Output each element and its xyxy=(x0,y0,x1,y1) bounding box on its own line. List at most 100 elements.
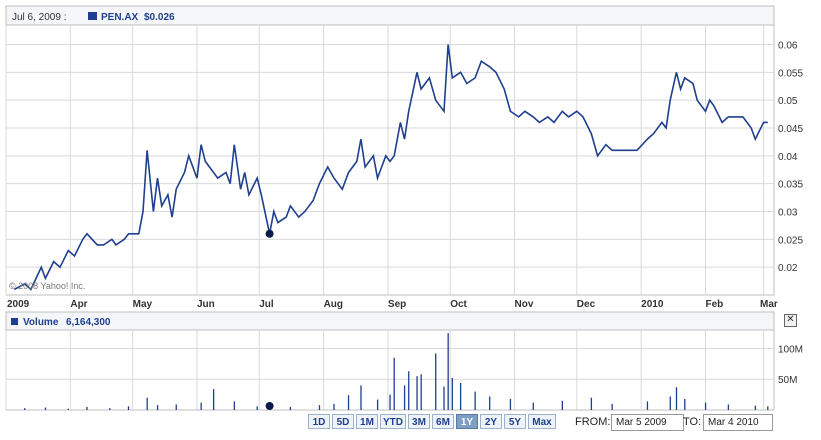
price-y-axis: 0.02 0.025 0.03 0.035 0.04 0.045 0.05 0.055 0.06 xyxy=(778,40,803,274)
volume-bar xyxy=(67,408,69,410)
x-tick-label: Sep xyxy=(388,299,406,310)
x-tick-label: 2010 xyxy=(641,299,664,310)
range-selector: 1D 5D 1M YTD 3M 6M 1Y 2Y 5Y Max xyxy=(308,414,556,432)
volume-bar xyxy=(127,406,130,410)
volume-bar xyxy=(256,406,258,410)
volume-bar xyxy=(447,333,449,410)
volume-bar xyxy=(376,399,379,410)
range-button-5d[interactable]: 5D xyxy=(332,414,354,429)
volume-bar xyxy=(669,396,671,410)
x-tick-label: Mar xyxy=(760,299,778,310)
price-label: $0.026 xyxy=(144,12,175,23)
range-button-5y[interactable]: 5Y xyxy=(504,414,526,429)
volume-bar xyxy=(389,394,391,410)
volume-bar xyxy=(684,398,686,410)
y-tick-label: 0.02 xyxy=(778,263,798,274)
x-tick-label: Dec xyxy=(577,299,596,310)
volume-bar xyxy=(408,371,410,410)
y-tick-label: 0.05 xyxy=(778,96,798,107)
price-x-axis: 2009 Apr May Jun Jul Aug Sep Oct Nov Dec 2010 Feb Ma… xyxy=(7,299,778,310)
range-button-6m[interactable]: 6M xyxy=(432,414,454,429)
legend-swatch xyxy=(88,12,97,20)
range-button-max[interactable]: Max xyxy=(528,414,556,429)
x-tick-label: Nov xyxy=(515,299,534,310)
volume-bars xyxy=(24,333,769,410)
range-button-ytd[interactable]: YTD xyxy=(380,414,406,429)
volume-bar xyxy=(86,406,88,410)
y-tick-label: 0.035 xyxy=(778,180,803,191)
volume-bar xyxy=(754,405,757,410)
price-highlight-marker xyxy=(265,229,274,238)
range-button-1m[interactable]: 1M xyxy=(356,414,378,429)
volume-y-axis: 50M 100M xyxy=(778,344,803,386)
volume-bar xyxy=(200,402,202,410)
volume-bar xyxy=(44,407,47,410)
price-panel xyxy=(5,5,775,296)
volume-bar xyxy=(727,404,730,410)
range-button-3m[interactable]: 3M xyxy=(408,414,430,429)
volume-bar xyxy=(532,402,534,410)
volume-swatch xyxy=(11,318,18,325)
from-date-field[interactable]: Mar 5 2009 xyxy=(611,414,684,431)
volume-header xyxy=(5,311,775,331)
x-tick-label: 2009 xyxy=(7,299,30,310)
y-tick-label: 0.055 xyxy=(778,68,803,79)
x-tick-label: Feb xyxy=(706,299,724,310)
x-tick-label: Jul xyxy=(259,299,274,310)
to-date-field[interactable]: Mar 4 2010 xyxy=(703,414,773,431)
x-tick-label: Oct xyxy=(450,299,467,310)
volume-bar xyxy=(156,405,159,410)
volume-bar xyxy=(233,401,236,410)
volume-bar xyxy=(212,389,215,410)
volume-bar xyxy=(175,404,177,410)
volume-bar xyxy=(561,400,563,410)
volume-y-tick-label: 100M xyxy=(778,344,803,355)
ticker-label: PEN.AX xyxy=(101,12,139,23)
volume-bar xyxy=(420,374,422,410)
price-line xyxy=(13,44,768,291)
volume-bar xyxy=(393,357,395,410)
volume-bar xyxy=(289,406,292,410)
volume-bar xyxy=(360,385,362,410)
volume-bar xyxy=(704,402,707,410)
date-label: Jul 6, 2009 : xyxy=(12,12,66,23)
volume-label: Volume xyxy=(23,317,59,328)
from-label: FROM: xyxy=(575,416,611,428)
y-tick-label: 0.045 xyxy=(778,124,803,135)
price-header xyxy=(5,5,775,26)
volume-bar xyxy=(767,406,769,410)
volume-bar xyxy=(489,396,491,410)
volume-bar xyxy=(590,397,593,410)
to-label: TO: xyxy=(683,416,702,428)
volume-bar xyxy=(318,405,321,410)
range-button-2y[interactable]: 2Y xyxy=(480,414,502,429)
volume-bar xyxy=(403,385,406,410)
volume-bar xyxy=(474,391,476,410)
volume-bar xyxy=(459,382,462,410)
volume-bar xyxy=(646,401,649,410)
volume-grid xyxy=(5,330,774,410)
volume-value: 6,164,300 xyxy=(66,317,111,328)
volume-bar xyxy=(146,397,148,410)
range-button-1d[interactable]: 1D xyxy=(308,414,330,429)
x-tick-label: May xyxy=(133,299,153,310)
volume-bar xyxy=(509,398,512,410)
volume-bar xyxy=(416,376,418,410)
close-volume-button[interactable]: ✕ xyxy=(784,314,797,327)
volume-bar xyxy=(443,386,445,410)
volume-bar xyxy=(675,387,678,410)
copyright-text: © 2008 Yahoo! Inc. xyxy=(9,281,85,291)
volume-bar xyxy=(451,378,453,410)
volume-y-tick-label: 50M xyxy=(778,375,797,386)
volume-bar xyxy=(347,395,350,410)
price-grid xyxy=(5,25,774,295)
y-tick-label: 0.06 xyxy=(778,40,798,51)
range-button-1y[interactable]: 1Y xyxy=(456,414,478,429)
volume-highlight-marker xyxy=(265,402,274,410)
volume-bar xyxy=(24,408,26,410)
y-tick-label: 0.025 xyxy=(778,235,803,246)
x-tick-label: Jun xyxy=(197,299,215,310)
volume-bar xyxy=(611,403,613,410)
volume-bar xyxy=(333,403,335,410)
